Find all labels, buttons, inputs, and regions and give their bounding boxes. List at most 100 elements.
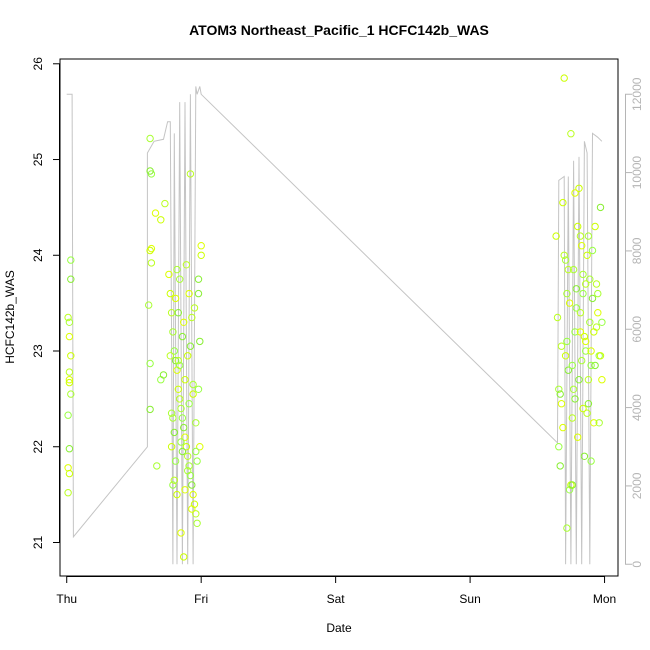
- scatter-point: [564, 265, 572, 274]
- scatter-point: [590, 419, 598, 427]
- scatter-point: [555, 385, 563, 393]
- scatter-point: [575, 376, 583, 384]
- x-tick-label: Fri: [194, 592, 208, 606]
- scatter-point: [176, 275, 184, 283]
- scatter-point: [586, 275, 594, 283]
- scatter-point: [171, 457, 180, 465]
- scatter-point: [580, 452, 589, 460]
- scatter-point: [169, 328, 177, 336]
- scatter-point: [178, 447, 187, 456]
- scatter-point: [169, 414, 177, 422]
- scatter-point: [170, 428, 179, 437]
- scatter-point: [592, 280, 601, 288]
- y-left-tick-label: 25: [31, 153, 45, 167]
- scatter-point: [147, 244, 156, 253]
- scatter-point: [560, 74, 568, 82]
- scatter-point: [580, 332, 589, 341]
- scatter-point: [564, 366, 572, 374]
- scatter-point: [598, 318, 606, 326]
- scatter-point: [587, 457, 595, 465]
- scatter-point: [563, 524, 571, 532]
- scatter-point: [186, 342, 195, 350]
- scatter-point: [576, 232, 585, 240]
- scatter-point: [576, 328, 585, 336]
- scatter-point: [157, 376, 165, 384]
- scatter-point: [572, 304, 580, 312]
- scatter-point: [584, 232, 593, 240]
- scatter-point: [579, 404, 587, 413]
- scatter-point: [167, 443, 176, 451]
- scatter-point: [582, 337, 590, 346]
- scatter-point: [188, 481, 196, 489]
- scatter-point: [571, 328, 579, 336]
- scatter-point: [559, 423, 567, 432]
- scatter-point: [582, 347, 590, 355]
- scatter-point: [173, 490, 181, 499]
- y-right-tick-label: 2000: [630, 472, 644, 499]
- scatter-point: [184, 452, 192, 460]
- y-left-tick-label: 22: [31, 440, 45, 454]
- scatter-point: [64, 313, 72, 322]
- scatter-point: [556, 462, 564, 470]
- scatter-point: [579, 289, 587, 298]
- y-left-tick-label: 24: [31, 248, 45, 262]
- scatter-point: [552, 232, 560, 240]
- scatter-point: [186, 170, 195, 178]
- scatter-point: [595, 419, 603, 427]
- scatter-point: [574, 222, 582, 231]
- scatter-point: [65, 469, 74, 478]
- scatter-point: [178, 332, 187, 341]
- scatter-point: [193, 457, 201, 465]
- scatter-point: [64, 411, 72, 419]
- scatter-point: [578, 356, 586, 365]
- scatter-point: [181, 486, 189, 494]
- scatter-point: [194, 289, 203, 298]
- scatter-point: [181, 376, 189, 384]
- scatter-point: [594, 289, 602, 298]
- scatter-point: [576, 309, 585, 317]
- y-right-tick-label: 10000: [630, 156, 644, 190]
- scatter-point: [188, 505, 196, 513]
- scatter-point: [561, 256, 570, 264]
- scatter-point: [145, 301, 153, 309]
- scatter-point: [185, 289, 193, 298]
- scatter-point: [185, 462, 193, 470]
- scatter-point: [177, 404, 185, 413]
- scatter-point: [587, 347, 595, 355]
- x-tick-label: Sun: [459, 592, 480, 606]
- scatter-point: [180, 553, 188, 561]
- scatter-point: [184, 467, 192, 475]
- scatter-point: [557, 342, 566, 350]
- scatter-point: [65, 445, 74, 453]
- scatter-point: [559, 198, 567, 207]
- scatter-point: [192, 447, 200, 456]
- scatter-point: [596, 352, 605, 360]
- scatter-point: [574, 433, 582, 441]
- scatter-point: [584, 400, 593, 408]
- scatter-point: [591, 361, 599, 370]
- scatter-point: [153, 462, 161, 470]
- scatter-point: [197, 251, 205, 260]
- x-tick-label: Mon: [593, 592, 616, 606]
- scatter-point: [151, 209, 160, 217]
- scatter-point: [184, 352, 192, 360]
- scatter-point: [192, 510, 200, 518]
- y-left-tick-label: 21: [31, 535, 45, 549]
- scatter-point: [157, 216, 165, 224]
- scatter-point: [194, 385, 203, 393]
- scatter-point: [181, 433, 189, 441]
- scatter-point: [180, 318, 188, 326]
- scatter-point: [65, 332, 74, 341]
- scatter-point: [555, 443, 563, 451]
- y-left-tick-label: 26: [31, 57, 45, 71]
- scatter-point: [67, 256, 75, 264]
- scatter-point: [161, 199, 169, 208]
- scatter-point: [572, 285, 580, 293]
- scatter-point: [171, 356, 180, 365]
- scatter-point: [169, 481, 177, 489]
- scatter-point: [196, 443, 204, 451]
- y-right-tick-label: 12000: [630, 77, 644, 111]
- scatter-point: [563, 337, 571, 346]
- scatter-point: [180, 423, 188, 432]
- scatter-point: [189, 390, 197, 398]
